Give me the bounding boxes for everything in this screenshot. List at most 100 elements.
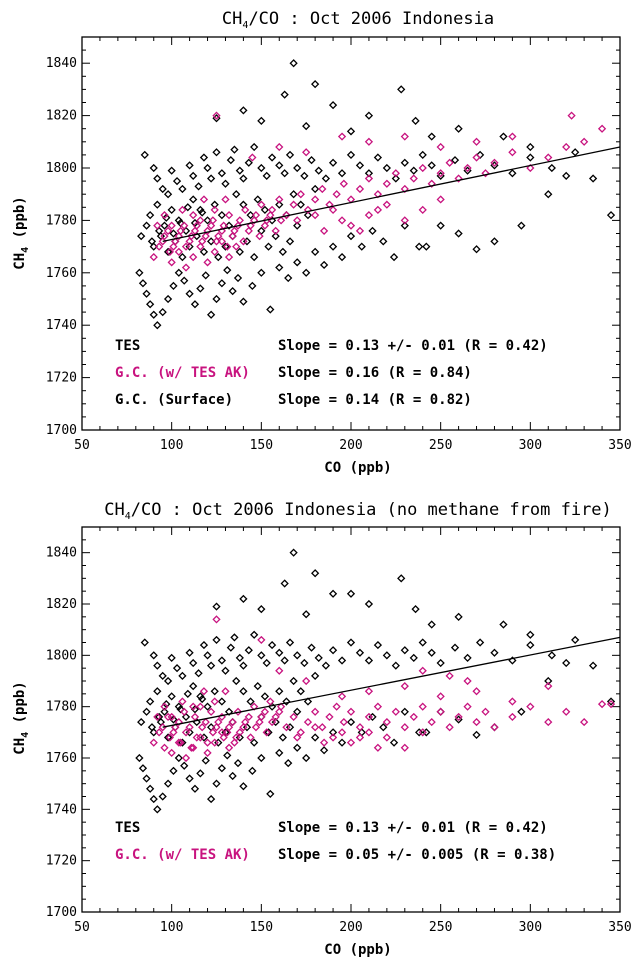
data-point [203, 702, 212, 711]
data-point [183, 689, 192, 698]
data-point [397, 85, 406, 94]
data-point [526, 630, 535, 639]
data-point [275, 195, 284, 204]
data-point [147, 723, 157, 732]
data-point [196, 242, 205, 251]
data-point [302, 676, 311, 686]
data-point [567, 111, 576, 120]
data-point [257, 268, 266, 277]
data-point [303, 717, 313, 727]
data-point [562, 707, 571, 716]
data-point [606, 211, 616, 220]
data-point [167, 748, 176, 757]
data-point [212, 237, 221, 246]
data-point [217, 728, 226, 737]
data-point [409, 174, 418, 183]
data-point [364, 712, 374, 722]
data-point [275, 648, 284, 657]
data-point [436, 692, 445, 701]
data-point [302, 610, 311, 619]
data-point [181, 263, 191, 272]
x-tick-label: 350 [608, 920, 631, 935]
data-point [190, 712, 200, 722]
data-point [284, 273, 293, 283]
data-point [499, 620, 508, 629]
data-point [223, 751, 232, 760]
data-point [190, 300, 200, 309]
data-point [311, 723, 320, 732]
data-point [476, 150, 485, 160]
data-point [199, 640, 209, 650]
data-point [436, 221, 445, 230]
data-point [250, 142, 259, 152]
data-point [224, 252, 234, 262]
data-point [328, 242, 338, 251]
data-point [232, 733, 241, 742]
data-point [212, 779, 221, 788]
data-point [167, 258, 176, 267]
data-point [180, 276, 189, 285]
data-point [163, 190, 173, 199]
data-point [226, 156, 235, 165]
legend-label: TES [115, 820, 140, 836]
data-point [275, 707, 284, 716]
series-g-c-w-tes-ak- [149, 615, 616, 763]
data-point [463, 702, 472, 711]
data-point [300, 171, 309, 180]
data-point [271, 226, 280, 235]
data-point [275, 161, 284, 170]
data-point [169, 728, 178, 737]
data-point [472, 245, 481, 254]
data-point [293, 163, 302, 173]
data-point [201, 232, 210, 241]
data-point [212, 723, 221, 732]
data-point [149, 252, 158, 262]
data-point [248, 766, 257, 775]
data-point [224, 221, 234, 230]
data-point [346, 638, 356, 647]
data-point [146, 300, 155, 309]
data-point [230, 633, 239, 642]
data-point [275, 200, 284, 209]
data-point [606, 697, 616, 706]
data-point [140, 150, 149, 160]
data-point [255, 232, 264, 241]
data-point [257, 605, 266, 614]
data-point [246, 733, 255, 742]
data-point [163, 676, 173, 686]
data-point [244, 226, 253, 235]
data-point [185, 723, 194, 732]
data-point [266, 697, 275, 706]
data-point [436, 707, 445, 716]
data-point [239, 687, 248, 696]
data-point [418, 666, 427, 675]
data-point [508, 148, 517, 157]
data-point [379, 723, 388, 732]
data-point [364, 599, 374, 609]
data-point [199, 687, 209, 696]
data-point [278, 733, 287, 742]
data-point [373, 153, 383, 162]
data-point [178, 252, 187, 262]
data-point [185, 648, 194, 657]
y-tick-label: 1700 [46, 423, 77, 438]
data-point [163, 247, 173, 256]
data-point [275, 687, 284, 696]
data-point [571, 148, 580, 157]
data-point [217, 764, 226, 773]
data-point [415, 242, 424, 251]
data-point [337, 216, 347, 225]
data-point [275, 142, 284, 152]
data-point [311, 733, 320, 742]
data-point [293, 743, 302, 752]
data-point [271, 232, 280, 241]
data-point [190, 705, 200, 714]
data-point [427, 179, 436, 188]
x-tick-label: 150 [250, 438, 273, 453]
data-point [180, 761, 189, 770]
data-point [472, 730, 481, 740]
x-tick-label: 50 [74, 920, 90, 935]
data-point [373, 640, 383, 650]
x-tick-label: 300 [519, 920, 542, 935]
data-point [198, 723, 207, 732]
